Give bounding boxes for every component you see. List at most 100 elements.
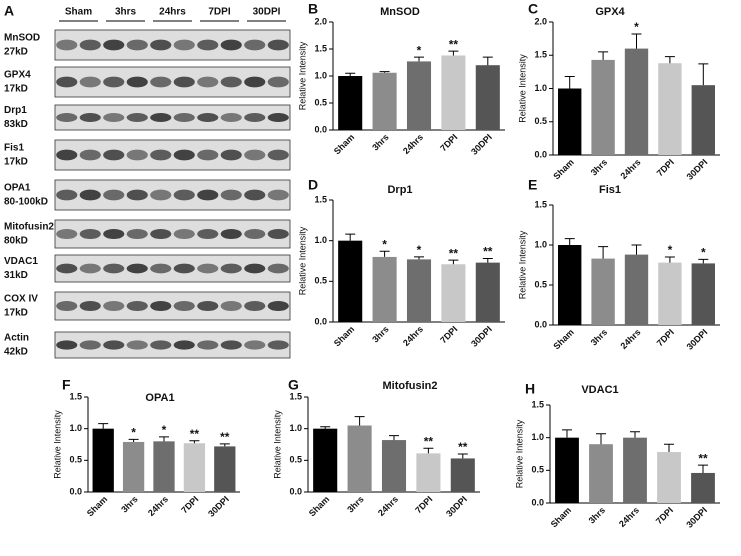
significance: ** xyxy=(458,440,468,454)
y-tick-label: 0.0 xyxy=(69,486,82,496)
chart-title: OPA1 xyxy=(145,392,174,404)
blot-band xyxy=(267,39,289,51)
blot-band xyxy=(220,228,242,240)
error-bar xyxy=(562,429,572,438)
x-tick-label: 24hrs xyxy=(376,494,400,518)
x-tick-label: 24hrs xyxy=(619,157,643,181)
significance: ** xyxy=(698,451,708,465)
size-label: 17kD xyxy=(4,84,28,95)
bar xyxy=(347,425,372,492)
size-label: 80-100kD xyxy=(4,197,48,208)
blot-band xyxy=(220,76,242,88)
y-axis-label: Relative Intensity xyxy=(297,226,307,295)
y-tick-label: 1.0 xyxy=(534,239,547,249)
protein-label: Actin xyxy=(4,333,29,344)
blot-band xyxy=(79,300,101,312)
error-bar xyxy=(128,438,139,442)
blot-band xyxy=(126,228,148,240)
blot-band xyxy=(244,263,266,274)
y-tick-label: 0.5 xyxy=(289,455,302,465)
error-bar xyxy=(389,435,399,441)
x-tick-label: Sham xyxy=(307,494,331,518)
blot-band xyxy=(197,113,219,122)
blot-band xyxy=(150,340,172,350)
blot-band xyxy=(56,263,78,274)
bar xyxy=(657,452,681,503)
x-tick-label: 24hrs xyxy=(617,505,641,529)
y-tick-label: 1.5 xyxy=(534,199,547,209)
size-label: 80kD xyxy=(4,236,28,247)
y-tick-label: 0.5 xyxy=(531,465,544,475)
chart-title: GPX4 xyxy=(595,6,625,18)
bar xyxy=(558,245,582,325)
blot-band xyxy=(56,340,78,350)
significance: * xyxy=(668,243,673,257)
chart-title: Mitofusin2 xyxy=(383,380,438,392)
y-tick-label: 1.5 xyxy=(534,50,547,60)
protein-label: GPX4 xyxy=(4,70,31,81)
blot-band xyxy=(56,76,78,88)
blot-band xyxy=(197,300,219,312)
y-tick-label: 0.0 xyxy=(289,486,302,496)
y-axis-label: Relative Intensity xyxy=(297,41,307,110)
blot-band xyxy=(103,113,125,122)
blot-band xyxy=(126,113,148,122)
error-bar xyxy=(598,246,609,259)
blot-band xyxy=(267,300,289,312)
blot-band xyxy=(267,189,289,201)
error-bar xyxy=(345,233,356,241)
significance: * xyxy=(634,20,639,34)
error-bar xyxy=(414,256,424,260)
bar xyxy=(691,472,715,503)
blot-band xyxy=(126,189,148,201)
significance: ** xyxy=(190,427,200,441)
group-label: 30DPI xyxy=(253,7,281,18)
chart-title: Drp1 xyxy=(387,184,412,196)
error-bar xyxy=(698,464,708,473)
error-bar xyxy=(564,76,575,89)
blot-band xyxy=(220,113,242,122)
significance: * xyxy=(162,423,167,437)
bar xyxy=(658,63,682,156)
size-label: 27kD xyxy=(4,47,28,58)
blot-band xyxy=(244,149,266,161)
y-tick-label: 1.5 xyxy=(69,391,82,401)
error-bar xyxy=(631,33,642,49)
bar xyxy=(416,453,441,492)
blot-band xyxy=(244,228,266,240)
x-tick-label: 3hrs xyxy=(119,494,140,515)
bar xyxy=(214,446,236,492)
bar xyxy=(183,443,206,492)
error-bar xyxy=(345,72,356,76)
blot-band xyxy=(103,149,125,161)
bar xyxy=(92,428,114,492)
error-bar xyxy=(664,56,675,64)
blot-band xyxy=(150,228,172,240)
blot-band xyxy=(56,149,78,161)
x-tick-label: 7DPI xyxy=(179,494,200,515)
blot-band xyxy=(126,149,148,161)
significance: ** xyxy=(424,434,434,448)
bar xyxy=(624,254,649,325)
bar xyxy=(313,428,338,492)
x-tick-label: 7DPI xyxy=(654,505,675,526)
x-tick-label: 30DPI xyxy=(206,494,231,519)
blot-band xyxy=(267,76,289,88)
bar xyxy=(381,440,407,492)
panel-letter: F xyxy=(62,377,71,393)
x-tick-label: 30DPI xyxy=(685,157,710,182)
y-tick-label: 0.5 xyxy=(534,116,547,126)
size-label: 42kD xyxy=(4,347,28,358)
blot-band xyxy=(56,39,78,51)
blot-band xyxy=(150,149,172,161)
x-tick-label: 3hrs xyxy=(370,324,391,345)
blot-band xyxy=(173,300,195,312)
chart-title: MnSOD xyxy=(380,6,420,18)
error-bar xyxy=(482,258,493,263)
bar xyxy=(475,65,500,130)
error-bar xyxy=(320,426,331,429)
error-bar xyxy=(98,423,109,429)
x-tick-label: 3hrs xyxy=(370,132,391,153)
x-tick-label: 24hrs xyxy=(401,324,425,348)
